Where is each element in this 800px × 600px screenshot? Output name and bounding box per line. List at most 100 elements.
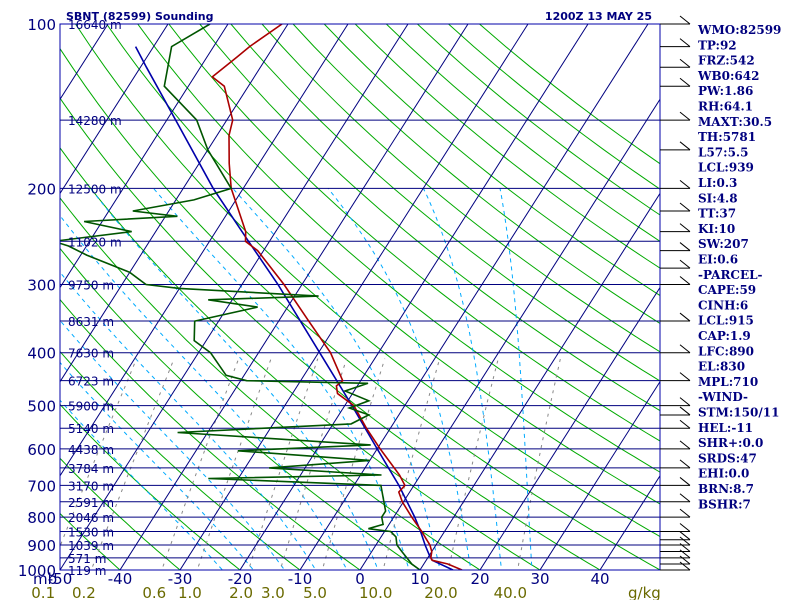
wind-barbs [660, 15, 691, 571]
height-label: 119 m [68, 564, 106, 578]
height-label: 6723 m [68, 375, 114, 389]
index-item: CAP:1.9 [698, 329, 751, 343]
mixing-ratio-tick-label: 0.2 [72, 584, 96, 600]
index-item: LCL:939 [698, 161, 754, 175]
moist-adiabat-line [153, 188, 410, 570]
axis-labels: 16640 m 14280 m 12500 m 11020 m 9750 m 8631 m… [18, 16, 661, 600]
index-item: SW:207 [698, 237, 749, 251]
height-label: 16640 m [68, 18, 122, 32]
dry-adiabat-line [137, 24, 660, 473]
dry-adiabat-line [261, 24, 660, 353]
index-item: EI:0.6 [698, 253, 738, 267]
isotherm-line [0, 24, 48, 582]
height-label: 3170 m [68, 479, 114, 493]
index-item: RH:64.1 [698, 100, 753, 114]
plot-frame [59, 23, 661, 571]
chart-time: 1200Z 13 MAY 25 [545, 10, 652, 23]
isotherm-line [359, 98, 660, 570]
height-label: 571 m [68, 552, 106, 566]
isotherm-line [599, 474, 660, 570]
temperature-tick-label: -10 [288, 570, 313, 588]
index-item: BRN:8.7 [698, 482, 754, 496]
height-label: 14280 m [68, 114, 122, 128]
wind-barb-flag [679, 179, 691, 189]
index-item: STM:150/11 [698, 406, 779, 420]
index-item: CINH:6 [698, 298, 748, 312]
height-label: 5900 m [68, 400, 114, 414]
index-item: KI:10 [698, 222, 735, 236]
wind-barb-flag [679, 477, 691, 486]
index-item: TP:92 [698, 38, 737, 52]
index-item: LFC:890 [698, 344, 754, 358]
dry-adiabat-line [60, 97, 601, 570]
temperature-tick-label: -30 [168, 570, 193, 588]
pressure-tick-label: 800 [27, 509, 56, 527]
mixing-ratio-line [248, 358, 319, 570]
sounding-profiles [60, 24, 463, 570]
index-item: BSHR:7 [698, 497, 751, 511]
wind-barb-flag [679, 419, 691, 429]
wind-barb-flag [679, 555, 691, 565]
index-item: PW:1.86 [698, 84, 753, 98]
mixing-ratio-tick-label: 20.0 [424, 584, 457, 600]
mixing-ratio-line [279, 358, 348, 570]
height-label: 2046 m [68, 511, 114, 525]
dry-adiabat-line [323, 24, 660, 297]
wind-barb-flag [679, 561, 691, 571]
wind-barb-flag [679, 344, 691, 354]
moist-adiabat-line [327, 188, 472, 570]
height-label: 7630 m [68, 347, 114, 361]
index-item: EHI:0.0 [698, 467, 749, 481]
isotherm-line [239, 24, 589, 570]
dry-adiabat-line [292, 24, 660, 324]
height-label: 1039 m [68, 539, 114, 553]
height-label: 1530 m [68, 525, 114, 539]
wind-barb-flag [679, 531, 691, 541]
index-item: LI:0.3 [698, 176, 737, 190]
index-item: CAPE:59 [698, 283, 756, 297]
wind-barb-flag [679, 77, 691, 87]
wind-barb-flag [679, 58, 691, 68]
isotherm-line [60, 24, 349, 477]
temperature-tick-label: -40 [108, 570, 133, 588]
mixing-ratio-line [447, 358, 499, 570]
moist-adiabat-line [422, 188, 502, 570]
pressure-tick-label: 200 [27, 180, 56, 198]
dry-adiabat-line [60, 47, 660, 570]
wind-barb-flag [679, 372, 691, 382]
mixing-ratio-tick-label: 3.0 [261, 584, 285, 600]
index-item: TT:37 [698, 207, 736, 221]
mixing-ratio-line [382, 358, 441, 570]
isotherm-line [419, 192, 660, 570]
wind-barb-flag [679, 543, 691, 552]
mixing-ratio-unit-label: g/kg [628, 584, 661, 600]
temperature-line [211, 24, 463, 570]
dry-adiabat-line [168, 24, 660, 442]
mixing-ratio-tick-label: 0.6 [142, 584, 166, 600]
index-item: MAXT:30.5 [698, 115, 772, 129]
index-item: WB0:642 [697, 69, 759, 83]
wind-barb-flag [679, 549, 691, 559]
wind-barb-flag [679, 508, 691, 518]
index-item: SRDS:47 [698, 451, 757, 465]
moist-adiabat-line [499, 188, 533, 570]
pressure-tick-label: 500 [27, 398, 56, 416]
isotherm-line [60, 24, 229, 289]
dry-adiabat-line [199, 24, 660, 412]
background-lines [0, 24, 660, 582]
mixing-ratio-line [196, 358, 272, 570]
index-item: EL:830 [698, 360, 745, 374]
isotherm-line [60, 24, 289, 383]
wind-barb-flag [679, 406, 691, 416]
pressure-tick-label: 300 [27, 277, 56, 295]
wind-barb-flag [679, 202, 691, 212]
temperature-tick-label: 0 [355, 570, 365, 588]
height-label: 11020 m [68, 235, 122, 249]
dry-adiabat-line [354, 24, 660, 269]
wind-barb-flag [679, 141, 691, 151]
dry-adiabat-line [75, 24, 660, 538]
index-item: HEL:-11 [698, 421, 753, 435]
pressure-tick-label: 600 [27, 441, 56, 459]
